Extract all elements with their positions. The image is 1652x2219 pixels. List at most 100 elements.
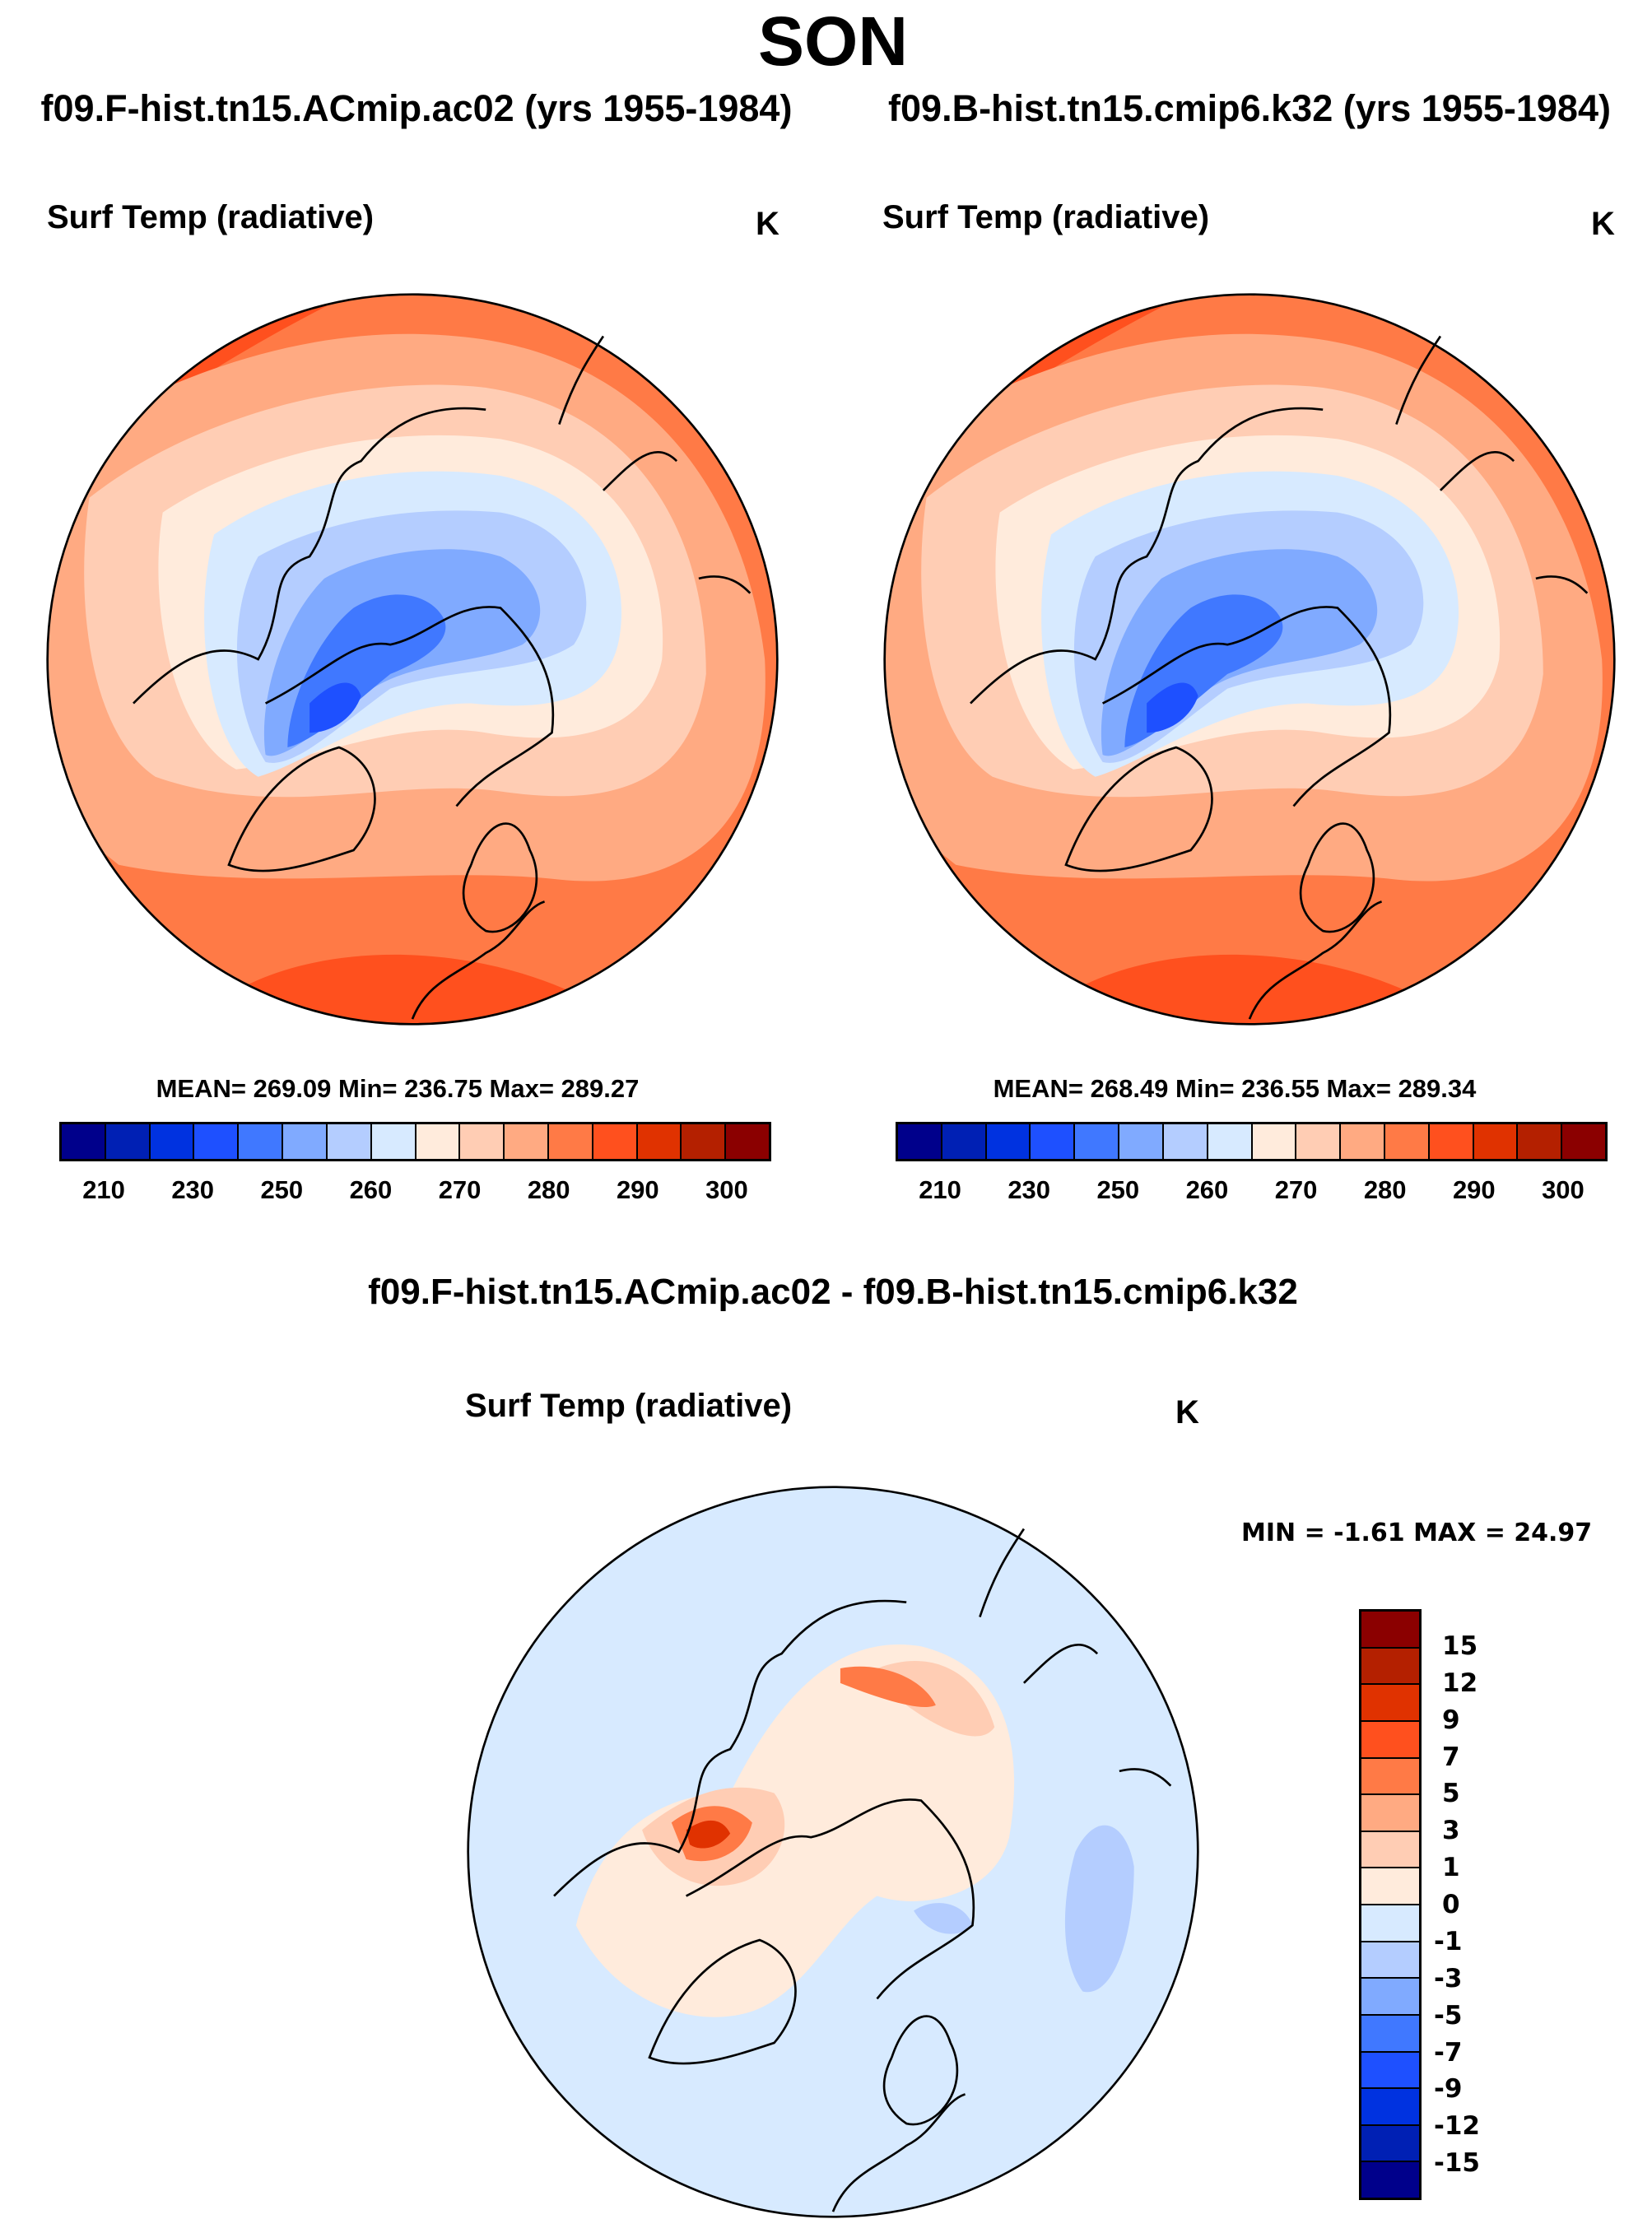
coastline bbox=[831, 2093, 966, 2212]
coastline bbox=[1299, 822, 1375, 933]
colorbar-tick-label: -15 bbox=[1434, 2148, 1481, 2179]
panel2-colorbar bbox=[896, 1122, 1608, 1161]
coastline bbox=[602, 451, 678, 491]
panel2-variable: Surf Temp (radiative) bbox=[882, 199, 1210, 235]
colorbar-tick-label: 210 bbox=[919, 1175, 961, 1204]
coastline bbox=[1102, 606, 1392, 807]
colorbar-bin bbox=[1518, 1124, 1563, 1159]
coastline bbox=[1064, 746, 1213, 872]
colorbar-bin bbox=[62, 1124, 106, 1159]
panel3-units: K bbox=[1175, 1394, 1199, 1430]
colorbar-bin bbox=[1361, 2013, 1419, 2051]
colorbar-bin bbox=[105, 1124, 151, 1159]
panel2-map bbox=[883, 293, 1616, 1026]
colorbar-bin bbox=[986, 1124, 1031, 1159]
panel1-variable: Surf Temp (radiative) bbox=[47, 199, 375, 235]
colorbar-bin bbox=[1341, 1124, 1385, 1159]
colorbar-tick-label: 300 bbox=[705, 1175, 748, 1204]
colorbar-tick-label: -5 bbox=[1434, 2000, 1463, 2031]
colorbar-bin bbox=[371, 1124, 416, 1159]
colorbar-bin bbox=[898, 1124, 942, 1159]
colorbar-tick-label: 3 bbox=[1442, 1816, 1460, 1846]
colorbar-bin bbox=[1361, 2050, 1419, 2088]
coastline bbox=[411, 900, 546, 1020]
panel3-variable: Surf Temp (radiative) bbox=[465, 1388, 793, 1424]
panel2-case-title: f09.B-hist.tn15.cmip6.k32 (yrs 1955-1984… bbox=[888, 87, 1611, 129]
map-boundary bbox=[883, 293, 1616, 1026]
colorbar-tick-label: 250 bbox=[260, 1175, 304, 1204]
coastline bbox=[227, 746, 376, 872]
colorbar-bin bbox=[593, 1124, 638, 1159]
coastline bbox=[1022, 1644, 1099, 1684]
coastline bbox=[558, 335, 605, 425]
panel1-contours bbox=[47, 294, 778, 1025]
coastline bbox=[133, 407, 486, 705]
colorbar-tick-label: 15 bbox=[1442, 1631, 1478, 1661]
colorbar-bin bbox=[726, 1124, 769, 1159]
panel3-colorbar bbox=[1359, 1609, 1422, 2200]
colorbar-bin bbox=[1163, 1124, 1208, 1159]
colorbar-bin bbox=[1361, 1719, 1419, 1757]
panel2-stats: MEAN= 268.49 Min= 236.55 Max= 289.34 bbox=[993, 1074, 1477, 1103]
coastline bbox=[265, 606, 555, 807]
colorbar-tick-label: 210 bbox=[82, 1175, 125, 1204]
panel3-stats: MIN = -1.61 MAX = 24.97 bbox=[1241, 1519, 1593, 1547]
colorbar-tick-label: -3 bbox=[1434, 1963, 1463, 1993]
coastline bbox=[1119, 1768, 1172, 1787]
coastline bbox=[648, 1938, 797, 2065]
colorbar-tick-label: 260 bbox=[1185, 1175, 1229, 1204]
panel2-contours bbox=[884, 294, 1615, 1025]
map-boundary bbox=[46, 293, 779, 1026]
colorbar-bin bbox=[1296, 1124, 1342, 1159]
colorbar-bin bbox=[1361, 1830, 1419, 1868]
panel1-colorbar bbox=[59, 1122, 771, 1161]
coastline bbox=[1439, 451, 1515, 491]
colorbar-bin bbox=[1031, 1124, 1076, 1159]
colorbar-bin bbox=[327, 1124, 372, 1159]
colorbar-bin bbox=[505, 1124, 549, 1159]
colorbar-bin bbox=[239, 1124, 284, 1159]
coastline bbox=[979, 1528, 1026, 1617]
colorbar-tick-label: -9 bbox=[1434, 2074, 1463, 2105]
colorbar-tick-label: 12 bbox=[1442, 1668, 1478, 1698]
colorbar-bin bbox=[1361, 1793, 1419, 1831]
colorbar-bin bbox=[1473, 1124, 1519, 1159]
colorbar-tick-label: 300 bbox=[1542, 1175, 1585, 1204]
colorbar-bin bbox=[283, 1124, 328, 1159]
colorbar-tick-label: 290 bbox=[616, 1175, 659, 1204]
panel2-units: K bbox=[1591, 206, 1615, 242]
colorbar-tick-label: -12 bbox=[1434, 2111, 1481, 2142]
colorbar-tick-label: 230 bbox=[171, 1175, 215, 1204]
colorbar-bin bbox=[1361, 1940, 1419, 1978]
colorbar-bin bbox=[1361, 1683, 1419, 1720]
coastline bbox=[970, 407, 1324, 705]
colorbar-bin bbox=[1361, 1904, 1419, 1941]
coastline bbox=[698, 575, 752, 594]
colorbar-bin bbox=[682, 1124, 727, 1159]
colorbar-bin bbox=[1361, 2087, 1419, 2124]
colorbar-bin bbox=[1361, 1646, 1419, 1684]
colorbar-tick-label: 1 bbox=[1442, 1853, 1460, 1883]
colorbar-tick-label: -1 bbox=[1434, 1926, 1463, 1956]
colorbar-tick-label: 290 bbox=[1452, 1175, 1496, 1204]
coastline bbox=[462, 822, 538, 933]
colorbar-tick-label: 0 bbox=[1442, 1890, 1460, 1919]
colorbar-tick-label: 260 bbox=[349, 1175, 393, 1204]
coastline bbox=[686, 1798, 975, 2000]
colorbar-bin bbox=[1361, 2124, 1419, 2161]
panel1-map bbox=[46, 293, 779, 1026]
colorbar-bin bbox=[1075, 1124, 1120, 1159]
coastline bbox=[1395, 335, 1442, 425]
colorbar-bin bbox=[1252, 1124, 1297, 1159]
colorbar-bin bbox=[942, 1124, 987, 1159]
colorbar-bin bbox=[548, 1124, 593, 1159]
coastline bbox=[1248, 900, 1383, 1020]
colorbar-bin bbox=[1361, 1977, 1419, 2014]
colorbar-tick-label: 9 bbox=[1442, 1705, 1460, 1735]
colorbar-tick-label: -7 bbox=[1434, 2037, 1463, 2068]
map-boundary bbox=[467, 1486, 1199, 2218]
panel3-contours bbox=[468, 1486, 1198, 2217]
panel1-case-title: f09.F-hist.tn15.ACmip.ac02 (yrs 1955-198… bbox=[40, 87, 793, 129]
colorbar-bin bbox=[416, 1124, 461, 1159]
coastline bbox=[553, 1599, 907, 1897]
